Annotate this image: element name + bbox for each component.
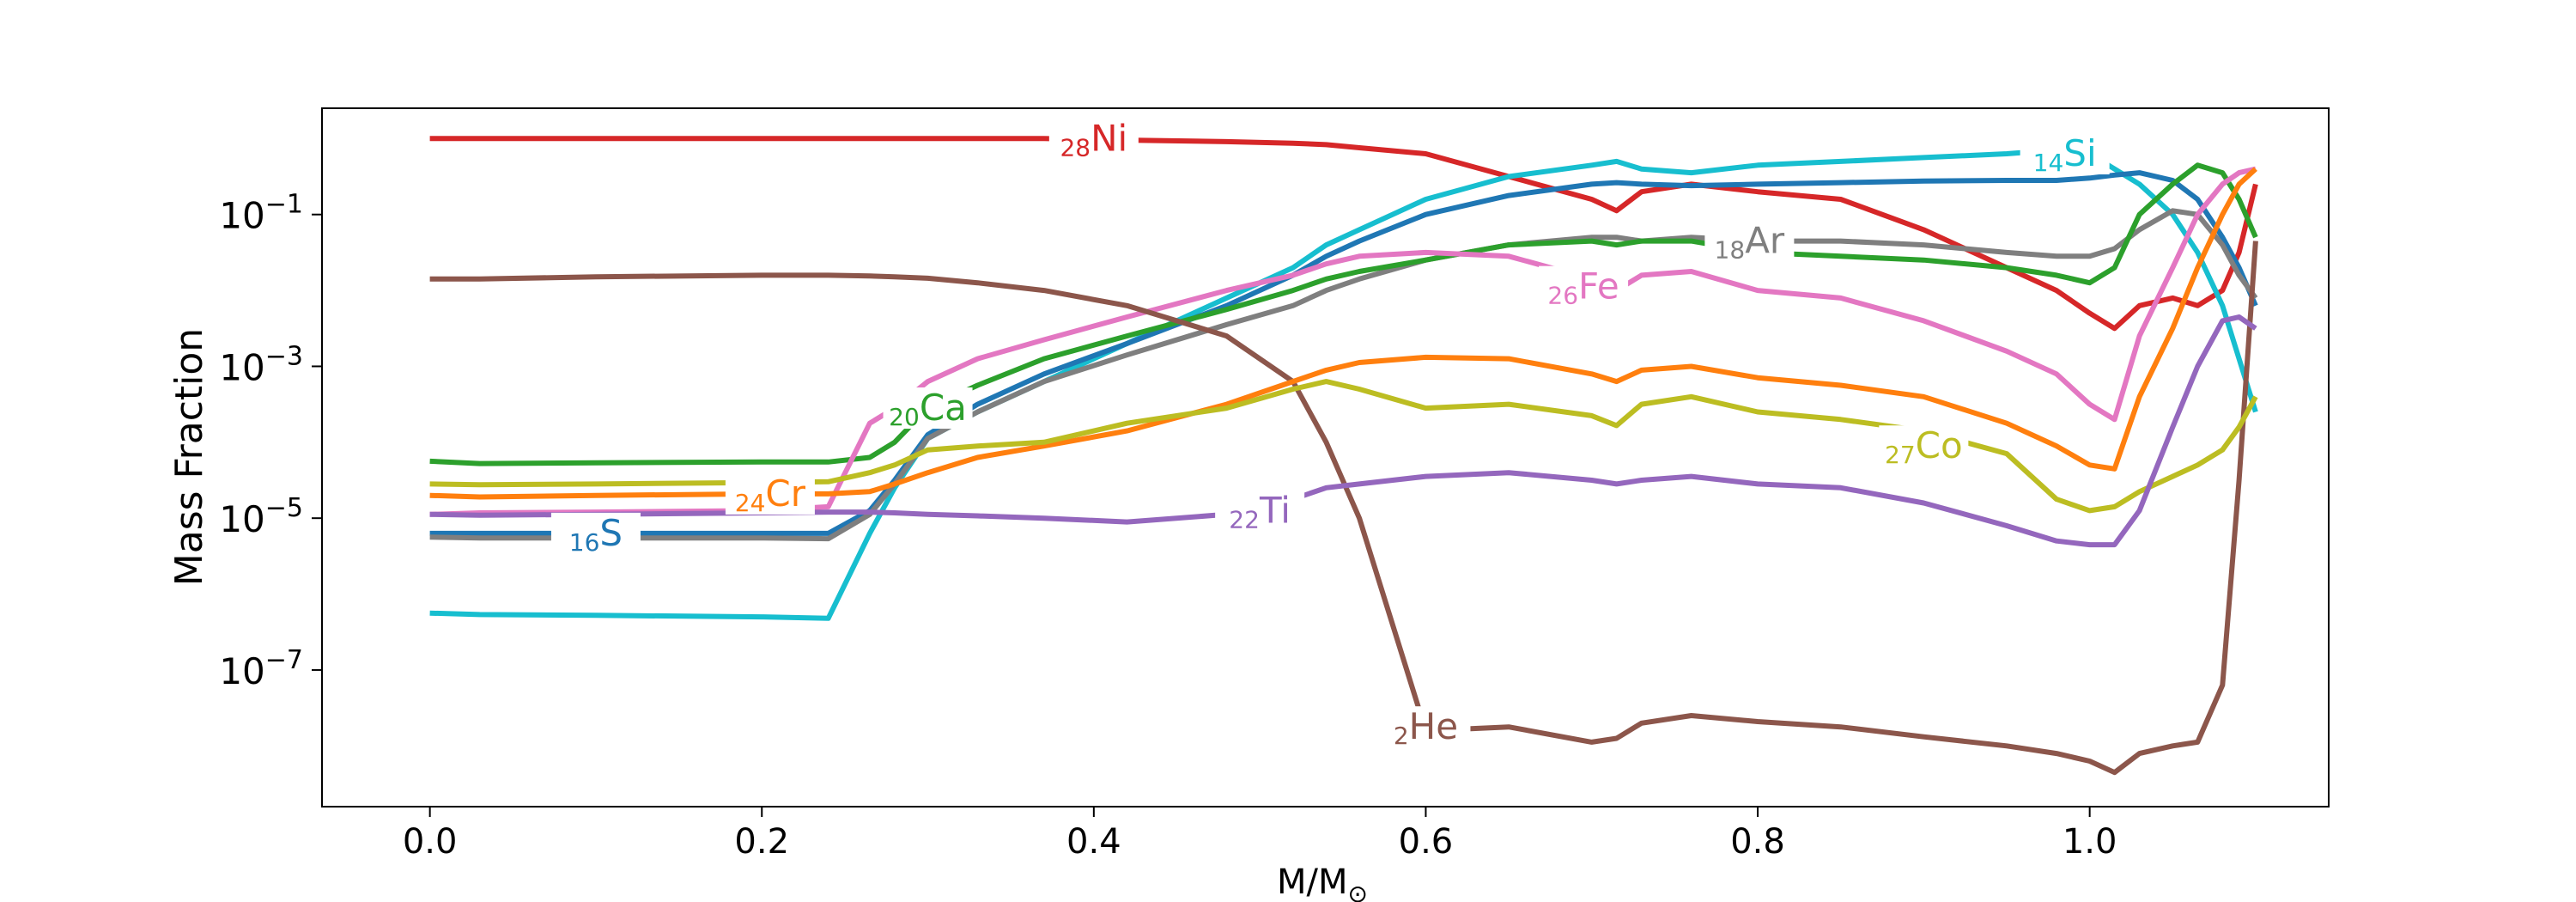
series-label-symbol: He	[1409, 705, 1458, 747]
series-label-atomic-number: 22	[1229, 505, 1260, 533]
x-tick-label: 0.4	[1066, 822, 1121, 862]
series-label-symbol: Fe	[1578, 265, 1619, 308]
y-axis-ticks: 10−110−310−510−7	[219, 190, 322, 692]
series-label-symbol: Ca	[920, 387, 967, 429]
series-label-atomic-number: 16	[569, 528, 600, 557]
series-label-cr: 24Cr	[725, 472, 815, 517]
series-label-text: 16S	[569, 512, 623, 557]
series-label-symbol: Co	[1916, 424, 1963, 466]
series-line-ti	[429, 314, 2257, 548]
series-label-backdrop	[725, 472, 815, 515]
series-label-atomic-number: 2	[1394, 722, 1409, 750]
series-label-ni: 28Ni	[1048, 117, 1139, 162]
series-label-atomic-number: 18	[1715, 236, 1746, 265]
y-tick-base: 10	[219, 195, 264, 237]
series-label-ca: 20Ca	[883, 387, 973, 431]
series-label-fe: 26Fe	[1539, 265, 1629, 310]
series-label-s: 16S	[550, 512, 641, 557]
series-label-backdrop	[1048, 118, 1139, 160]
series-line-co	[429, 379, 2258, 514]
y-tick-base: 10	[219, 346, 264, 388]
series-label-text: 20Ca	[889, 387, 967, 431]
series-label-symbol: Ni	[1091, 117, 1127, 159]
plot-frame	[321, 107, 2330, 808]
x-tick-label: 0.0	[403, 822, 458, 862]
y-tick-exponent: −3	[265, 341, 303, 371]
series-label-text: 18Ar	[1715, 220, 1785, 265]
y-tick-label: 10−1	[219, 190, 303, 237]
series-label-symbol: Ti	[1259, 489, 1291, 531]
series-label-ar: 18Ar	[1704, 220, 1795, 265]
series-label-backdrop	[550, 512, 641, 554]
series-label-atomic-number: 24	[735, 489, 766, 517]
x-tick-label: 0.2	[734, 822, 789, 862]
series-label-text: 2He	[1394, 705, 1458, 750]
y-axis-label: Mass Fraction	[167, 328, 211, 586]
series-label-text: 26Fe	[1547, 265, 1619, 310]
series-label-symbol: S	[599, 512, 623, 554]
x-tick-label: 1.0	[2063, 822, 2117, 862]
series-label-symbol: Cr	[765, 472, 805, 515]
x-axis-label: M/M⊙	[1277, 862, 1368, 902]
series-label-backdrop	[1381, 706, 1471, 748]
series-label-atomic-number: 20	[889, 403, 920, 431]
series-label-he: 2He	[1381, 705, 1471, 750]
series-label-text: 24Cr	[735, 472, 806, 517]
y-tick-base: 10	[219, 498, 264, 540]
y-tick-label: 10−5	[219, 493, 303, 540]
series-line-cr	[429, 167, 2257, 500]
series-label-ti: 22Ti	[1215, 489, 1305, 533]
series-label-backdrop	[1215, 490, 1305, 532]
y-tick-label: 10−3	[219, 341, 303, 388]
x-tick-label: 0.8	[1730, 822, 1785, 862]
series-label-atomic-number: 26	[1547, 282, 1578, 310]
y-tick-exponent: −5	[265, 493, 303, 523]
series-label-backdrop	[1879, 425, 1969, 467]
series-label-text: 14Si	[2033, 132, 2097, 177]
series-label-backdrop	[1539, 265, 1629, 308]
series-label-atomic-number: 27	[1885, 441, 1916, 469]
y-tick-exponent: −1	[265, 190, 303, 220]
x-tick-label: 0.6	[1399, 822, 1454, 862]
series-label-backdrop	[1704, 220, 1795, 262]
series-label-si: 14Si	[2020, 132, 2110, 177]
y-tick-base: 10	[219, 650, 264, 692]
series-label-co: 27Co	[1879, 424, 1969, 469]
series-label-text: 27Co	[1885, 424, 1963, 469]
series-line-ca	[429, 162, 2258, 466]
series-label-symbol: Si	[2063, 132, 2096, 174]
series-label-backdrop	[883, 387, 973, 430]
x-axis-ticks: 0.0 0.2 0.4 0.6 0.8 1.0	[403, 807, 2117, 862]
y-tick-label: 10−7	[219, 645, 303, 692]
series-label-symbol: Ar	[1745, 220, 1785, 262]
series-label-text: 22Ti	[1229, 489, 1291, 533]
x-axis-label-subscript: ⊙	[1348, 880, 1368, 902]
series-label-backdrop	[2020, 133, 2110, 175]
y-tick-exponent: −7	[265, 645, 303, 675]
series-line-he	[429, 241, 2258, 776]
series-label-atomic-number: 28	[1060, 133, 1091, 162]
series-label-text: 28Ni	[1060, 117, 1127, 162]
series-label-atomic-number: 14	[2033, 149, 2064, 177]
